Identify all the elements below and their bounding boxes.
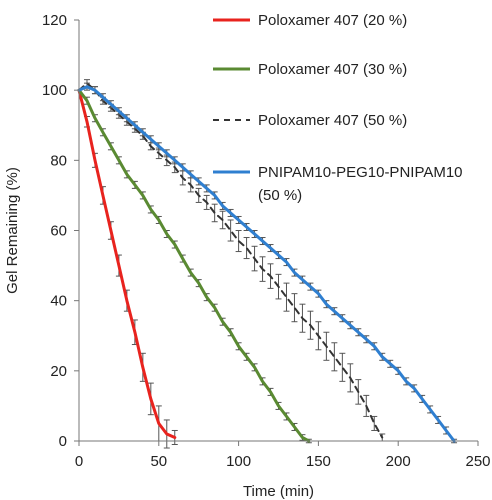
y-tick-label: 120 xyxy=(42,12,67,29)
axes-layer: 0 50 100 150 200 250 0 20 40 60 80 100 120 Time (min)… xyxy=(4,12,491,500)
legend-label: PNIPAM10-PEG10-PNIPAM10 xyxy=(258,164,463,181)
x-tick-label: 250 xyxy=(465,453,490,470)
series-2 xyxy=(77,88,312,444)
x-tick-label: 50 xyxy=(150,453,167,470)
series-2-error-bars xyxy=(83,96,312,444)
series-4 xyxy=(77,82,458,444)
legend-item-3: Poloxamer 407 (50 %) xyxy=(213,112,407,129)
legend-label: Poloxamer 407 (30 %) xyxy=(258,61,407,78)
series-layer xyxy=(77,79,458,449)
y-axis-title: Gel Remaining (%) xyxy=(4,167,21,294)
y-tick-label: 20 xyxy=(50,363,67,380)
series-4-line xyxy=(77,85,456,443)
legend: Poloxamer 407 (20 %) Poloxamer 407 (30 %)… xyxy=(213,12,463,204)
x-tick-label: 200 xyxy=(386,453,411,470)
series-1-line xyxy=(77,88,177,439)
legend-item-2: Poloxamer 407 (30 %) xyxy=(213,61,407,78)
x-tick-label: 100 xyxy=(226,453,251,470)
x-tick-label: 150 xyxy=(306,453,331,470)
x-tick-label: 0 xyxy=(75,453,83,470)
y-tick-label: 80 xyxy=(50,152,67,169)
series-3-error-bars xyxy=(83,79,386,442)
y-tick-label: 60 xyxy=(50,223,67,240)
series-1 xyxy=(77,88,178,449)
y-tick-label: 0 xyxy=(59,433,67,450)
series-3 xyxy=(78,79,386,442)
legend-label: (50 %) xyxy=(258,187,302,204)
legend-item-4: PNIPAM10-PEG10-PNIPAM10 (50 %) xyxy=(213,164,463,204)
series-1-error-bars xyxy=(83,115,178,449)
x-axis-title: Time (min) xyxy=(243,483,314,500)
legend-label: Poloxamer 407 (50 %) xyxy=(258,112,407,129)
series-2-line xyxy=(77,88,311,443)
y-tick-label: 100 xyxy=(42,82,67,99)
legend-label: Poloxamer 407 (20 %) xyxy=(258,12,407,29)
series-3-line xyxy=(78,82,384,439)
legend-item-1: Poloxamer 407 (20 %) xyxy=(213,12,407,29)
y-tick-label: 40 xyxy=(50,293,67,310)
